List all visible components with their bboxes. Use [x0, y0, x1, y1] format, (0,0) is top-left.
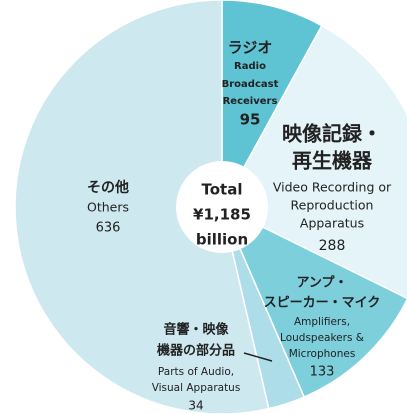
- label-ja: 再生機器: [292, 149, 373, 173]
- label-en: Microphones: [289, 348, 356, 360]
- label-en: Video Recording or: [273, 180, 392, 195]
- label-ja: その他: [87, 179, 129, 196]
- pie-slice: [220, 205, 407, 399]
- value-label: 34: [188, 399, 203, 413]
- pie-slice: [14, 0, 270, 414]
- value-label: 95: [240, 111, 261, 129]
- label-ja: スピーカー・マイク: [264, 296, 381, 311]
- label-en: Parts of Audio,: [158, 366, 234, 378]
- label-ja: 音響・映像: [163, 322, 229, 338]
- label-ja: アンプ・: [296, 276, 347, 291]
- value-label: 636: [96, 221, 121, 236]
- center-label: Total: [202, 181, 243, 199]
- label-en: Others: [87, 200, 129, 215]
- pie-slice: [220, 24, 407, 300]
- label-ja: 機器の部分品: [157, 343, 235, 359]
- label-en: Amplifiers,: [294, 316, 350, 328]
- label-ja: ラジオ: [228, 39, 273, 57]
- label-en: Receivers: [223, 96, 278, 107]
- label-en: Loudspeakers &: [280, 332, 364, 344]
- label-en: Visual Apparatus: [152, 382, 241, 394]
- label-en: Broadcast: [222, 79, 279, 90]
- label-en: Apparatus: [300, 216, 364, 231]
- center-label: ¥1,185: [193, 206, 251, 224]
- center-hole: [176, 161, 268, 253]
- value-label: 133: [310, 365, 335, 380]
- center-label: billion: [196, 231, 248, 249]
- label-ja: 映像記録・: [282, 122, 382, 146]
- leader-line: [243, 352, 273, 362]
- pie-slice: [221, 0, 323, 208]
- label-en: Radio: [234, 61, 266, 72]
- label-en: Reproduction: [291, 198, 374, 213]
- value-label: 288: [319, 238, 346, 254]
